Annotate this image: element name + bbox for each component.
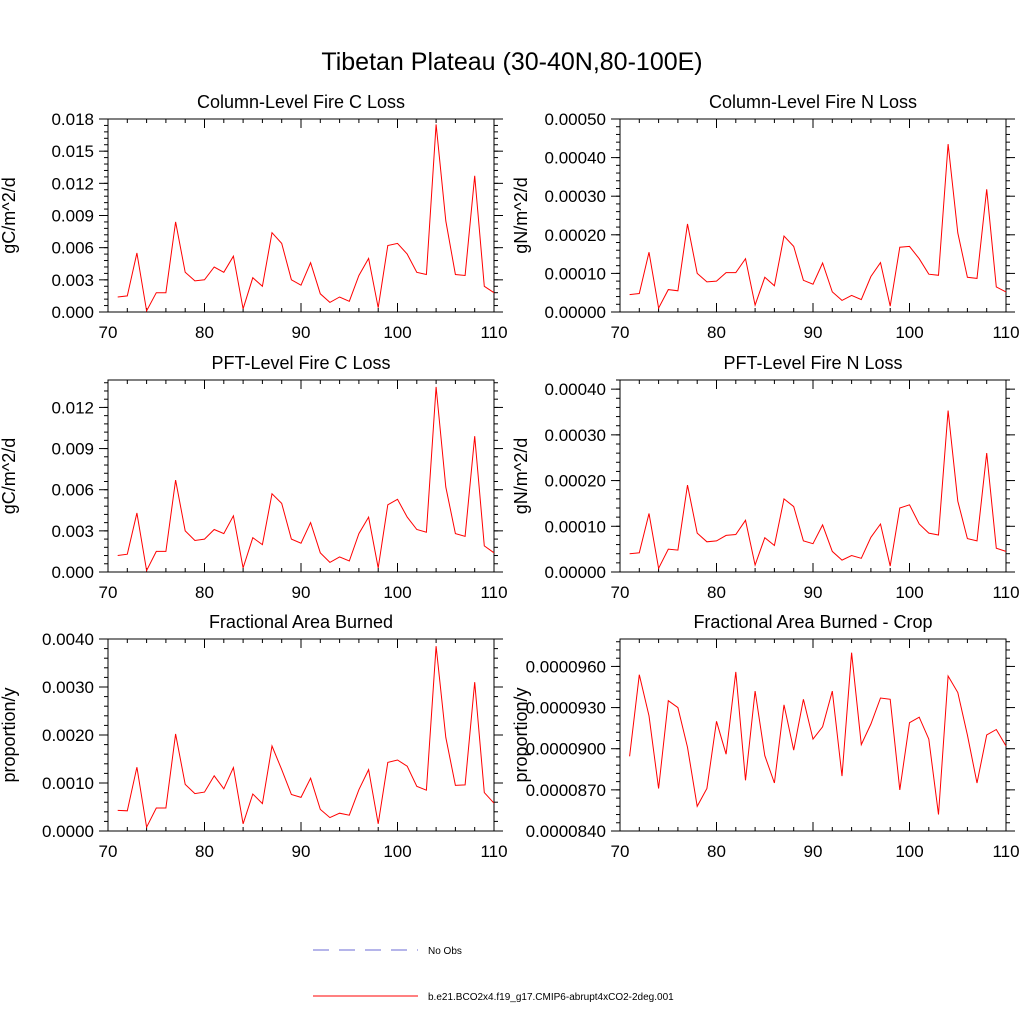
legend-model-label: b.e21.BCO2x4.f19_g17.CMIP6-abrupt4xCO2-2… [428, 992, 674, 1003]
series-line [117, 386, 495, 573]
y-tick-label: 0.0000840 [526, 822, 606, 841]
chart-panels: 70 80 90 100 110 0.000 0.003 0.006 0.009 0.012 0.0… [0, 92, 1020, 861]
x-tick-label: 90 [292, 842, 311, 861]
y-tick-label: 0.006 [51, 481, 94, 500]
series-line [117, 646, 495, 829]
y-tick-label: 0.000 [51, 563, 94, 582]
panel-title: PFT-Level Fire C Loss [211, 353, 390, 373]
x-tick-label: 70 [99, 842, 118, 861]
x-tick-label: 80 [707, 323, 726, 342]
legend-obs-label: No Obs [428, 946, 462, 957]
y-tick-label: 0.003 [51, 522, 94, 541]
x-tick-label: 90 [804, 323, 823, 342]
x-tick-label: 110 [992, 323, 1019, 342]
y-tick-label: 0.00000 [545, 303, 606, 322]
panel-title: Fractional Area Burned - Crop [693, 612, 932, 632]
x-tick-label: 90 [292, 583, 311, 602]
y-axis-label: gN/m^2/d [511, 177, 531, 253]
y-tick-label: 0.0030 [42, 678, 94, 697]
plot-frame [107, 638, 495, 832]
x-tick-label: 110 [480, 583, 507, 602]
panel-title: Column-Level Fire N Loss [709, 92, 917, 112]
y-tick-label: 0.012 [51, 174, 94, 193]
series-line [629, 652, 1007, 815]
y-tick-label: 0.018 [51, 110, 94, 129]
y-tick-label: 0.0000870 [526, 781, 606, 800]
y-tick-label: 0.00030 [545, 187, 606, 206]
x-tick-label: 100 [895, 842, 923, 861]
y-tick-label: 0.006 [51, 239, 94, 258]
chart-panel-1: 70 80 90 100 110 0.000 0.003 0.006 0.009 0.012 0.0… [0, 92, 508, 342]
y-tick-label: 0.00040 [545, 149, 606, 168]
y-axis-label: gC/m^2/d [0, 177, 19, 253]
y-tick-label: 0.00050 [545, 110, 606, 129]
y-tick-label: 0.00030 [545, 426, 606, 445]
x-tick-label: 100 [895, 583, 923, 602]
x-tick-label: 110 [480, 323, 507, 342]
y-tick-label: 0.0000 [42, 822, 94, 841]
x-tick-label: 80 [707, 583, 726, 602]
y-tick-label: 0.0040 [42, 630, 94, 649]
x-tick-label: 80 [195, 583, 214, 602]
x-tick-label: 80 [195, 323, 214, 342]
y-tick-label: 0.000 [51, 303, 94, 322]
chart-panel-4: 70 80 90 100 110 0.00000 0.00010 0.00020 0.00030… [511, 353, 1020, 602]
x-tick-label: 100 [895, 323, 923, 342]
panel-title: Fractional Area Burned [209, 612, 393, 632]
series-line [629, 410, 1007, 570]
y-tick-label: 0.0020 [42, 726, 94, 745]
y-axis-label: proportion/y [511, 687, 531, 782]
x-tick-label: 80 [195, 842, 214, 861]
x-tick-label: 90 [292, 323, 311, 342]
y-tick-label: 0.0000930 [526, 699, 606, 718]
x-tick-label: 70 [99, 583, 118, 602]
y-tick-label: 0.015 [51, 142, 94, 161]
panel-title: Column-Level Fire C Loss [197, 92, 405, 112]
x-tick-label: 100 [383, 323, 411, 342]
legend: No Obs b.e21.BCO2x4.f19_g17.CMIP6-abrupt… [313, 946, 674, 1003]
x-tick-label: 110 [992, 842, 1019, 861]
y-tick-label: 0.00000 [545, 563, 606, 582]
x-tick-label: 100 [383, 842, 411, 861]
y-tick-label: 0.00020 [545, 226, 606, 245]
y-tick-label: 0.0000960 [526, 657, 606, 676]
chart-panel-2: 70 80 90 100 110 0.00000 0.00010 0.00020 0.00030… [511, 92, 1020, 342]
figure-title: Tibetan Plateau (30-40N,80-100E) [321, 48, 702, 76]
x-tick-label: 90 [804, 842, 823, 861]
x-tick-label: 70 [99, 323, 118, 342]
x-tick-label: 90 [804, 583, 823, 602]
y-tick-label: 0.009 [51, 207, 94, 226]
y-tick-label: 0.0010 [42, 774, 94, 793]
y-tick-label: 0.0000900 [526, 740, 606, 759]
panel-title: PFT-Level Fire N Loss [723, 353, 902, 373]
series-line [629, 144, 1007, 310]
x-tick-label: 70 [611, 583, 630, 602]
y-tick-label: 0.012 [51, 398, 94, 417]
x-tick-label: 110 [480, 842, 507, 861]
chart-panel-3: 70 80 90 100 110 0.000 0.003 0.006 0.009 0.012 PFT… [0, 353, 508, 602]
y-axis-label: gC/m^2/d [0, 438, 19, 514]
series-line [117, 124, 495, 313]
x-tick-label: 100 [383, 583, 411, 602]
y-tick-label: 0.00040 [545, 380, 606, 399]
y-tick-label: 0.00010 [545, 264, 606, 283]
y-tick-label: 0.00010 [545, 517, 606, 536]
y-tick-label: 0.009 [51, 440, 94, 459]
chart-panel-6: 70 80 90 100 110 0.0000840 0.0000870 0.0000900 0… [511, 612, 1020, 861]
y-tick-label: 0.003 [51, 271, 94, 290]
x-tick-label: 80 [707, 842, 726, 861]
y-axis-label: proportion/y [0, 687, 19, 782]
plot-frame [619, 638, 1007, 832]
x-tick-label: 110 [992, 583, 1019, 602]
x-tick-label: 70 [611, 842, 630, 861]
chart-panel-5: 70 80 90 100 110 0.0000 0.0010 0.0020 0.0030 0.00… [0, 612, 508, 861]
x-tick-label: 70 [611, 323, 630, 342]
y-tick-label: 0.00020 [545, 472, 606, 491]
plot-frame [107, 118, 495, 313]
y-axis-label: gN/m^2/d [511, 438, 531, 514]
